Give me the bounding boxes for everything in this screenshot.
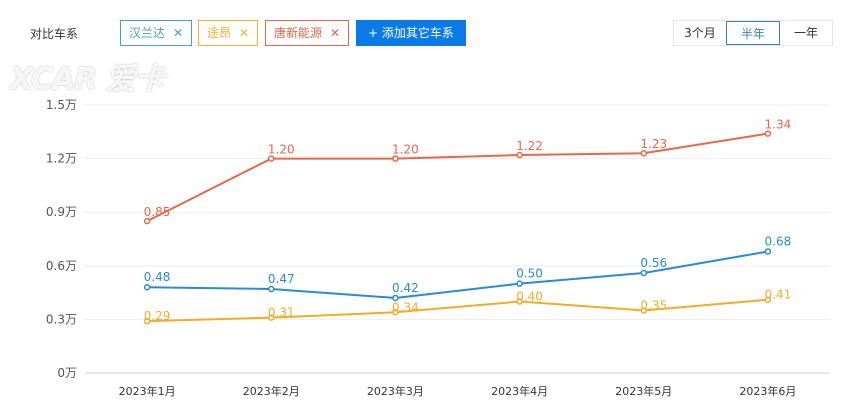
- data-point: [143, 217, 151, 225]
- data-point: [268, 314, 275, 321]
- data-point: [764, 248, 772, 255]
- close-icon[interactable]: ✕: [173, 26, 184, 40]
- y-tick-label: 0.3万: [46, 312, 77, 326]
- y-tick-label: 0.6万: [46, 259, 77, 273]
- data-point: [268, 155, 275, 162]
- y-tick-label: 0.9万: [46, 205, 77, 219]
- x-tick-label: 2023年6月: [739, 384, 796, 398]
- data-label: 0.29: [144, 309, 171, 323]
- data-point: [268, 285, 275, 293]
- data-point: [764, 296, 772, 303]
- data-label: 0.35: [640, 298, 667, 312]
- data-point: [764, 130, 772, 137]
- x-tick-label: 2023年2月: [243, 384, 300, 398]
- x-tick-label: 2023年3月: [367, 384, 424, 398]
- period-selector: 3个月 半年 一年: [673, 20, 833, 46]
- y-tick-label: 0万: [57, 366, 77, 380]
- data-label: 1.23: [640, 137, 667, 151]
- data-point: [392, 155, 399, 162]
- period-3-months[interactable]: 3个月: [684, 26, 716, 40]
- data-label: 0.47: [268, 272, 295, 286]
- data-label: 0.42: [392, 281, 419, 295]
- close-icon[interactable]: ✕: [330, 26, 341, 40]
- series-line: [146, 132, 769, 223]
- series-line: [147, 250, 769, 299]
- data-label: 1.34: [765, 118, 792, 132]
- x-tick-label: 2023年4月: [491, 384, 548, 398]
- data-point: [516, 151, 523, 159]
- compare-label: 对比车系: [30, 27, 79, 41]
- tag-label: 唐新能源: [274, 26, 323, 40]
- data-label: 1.20: [268, 143, 295, 157]
- period-half-year[interactable]: 半年: [726, 21, 780, 45]
- data-label: 1.20: [392, 143, 419, 157]
- watermark-logo: XCAR 爱卡: [10, 62, 165, 97]
- data-point: [640, 307, 647, 314]
- data-label: 0.56: [640, 256, 667, 270]
- series-line: [147, 298, 769, 323]
- data-label: 0.41: [765, 288, 792, 302]
- add-series-button[interactable]: + 添加其它车系: [356, 20, 466, 46]
- series-tag-tuang[interactable]: 途昂 ✕: [198, 20, 259, 46]
- data-label: 0.85: [144, 205, 171, 219]
- series-tag-hanlanda[interactable]: 汉兰达 ✕: [120, 20, 193, 46]
- data-label: 0.48: [144, 270, 171, 284]
- data-label: 1.22: [516, 139, 543, 153]
- data-point: [392, 309, 399, 316]
- data-point: [516, 280, 523, 287]
- data-label: 0.34: [392, 300, 419, 314]
- tag-label: 汉兰达: [129, 26, 166, 40]
- period-one-year[interactable]: 一年: [793, 26, 818, 40]
- data-point: [640, 269, 647, 277]
- data-point: [516, 298, 523, 305]
- y-tick-label: 1.5万: [46, 98, 77, 112]
- data-point: [143, 317, 151, 325]
- data-point: [392, 294, 399, 302]
- y-tick-label: 1.2万: [46, 152, 77, 166]
- x-tick-label: 2023年1月: [119, 384, 176, 398]
- data-label: 0.50: [516, 267, 543, 281]
- data-point: [143, 283, 151, 291]
- data-point: [640, 149, 647, 157]
- data-label: 0.40: [516, 290, 543, 304]
- x-tick-label: 2023年5月: [615, 384, 672, 398]
- series-tag-tang[interactable]: 唐新能源 ✕: [265, 20, 350, 46]
- close-icon[interactable]: ✕: [239, 26, 250, 40]
- tag-label: 途昂: [207, 26, 232, 40]
- data-label: 0.68: [765, 235, 792, 249]
- data-label: 0.31: [268, 306, 295, 320]
